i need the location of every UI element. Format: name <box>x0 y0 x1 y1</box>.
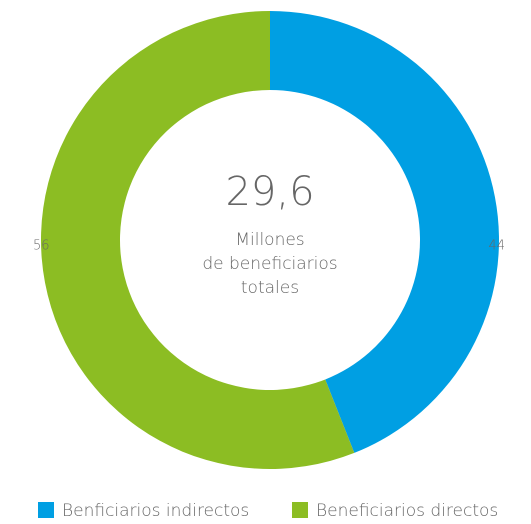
center-value: 29,6 <box>225 169 314 215</box>
donut-segment <box>41 11 355 469</box>
legend-swatch <box>292 502 308 518</box>
legend-label: Beneficiarios directos <box>316 501 498 521</box>
center-label: de beneficiarios <box>202 254 337 274</box>
data-label: 56 <box>33 239 50 254</box>
data-label: 44 <box>488 239 505 254</box>
legend-label: Benficiarios indirectos <box>62 501 249 521</box>
center-label: totales <box>241 278 299 298</box>
legend-swatch <box>38 502 54 518</box>
center-label: Millones <box>235 230 304 250</box>
donut-segment <box>270 10 500 453</box>
